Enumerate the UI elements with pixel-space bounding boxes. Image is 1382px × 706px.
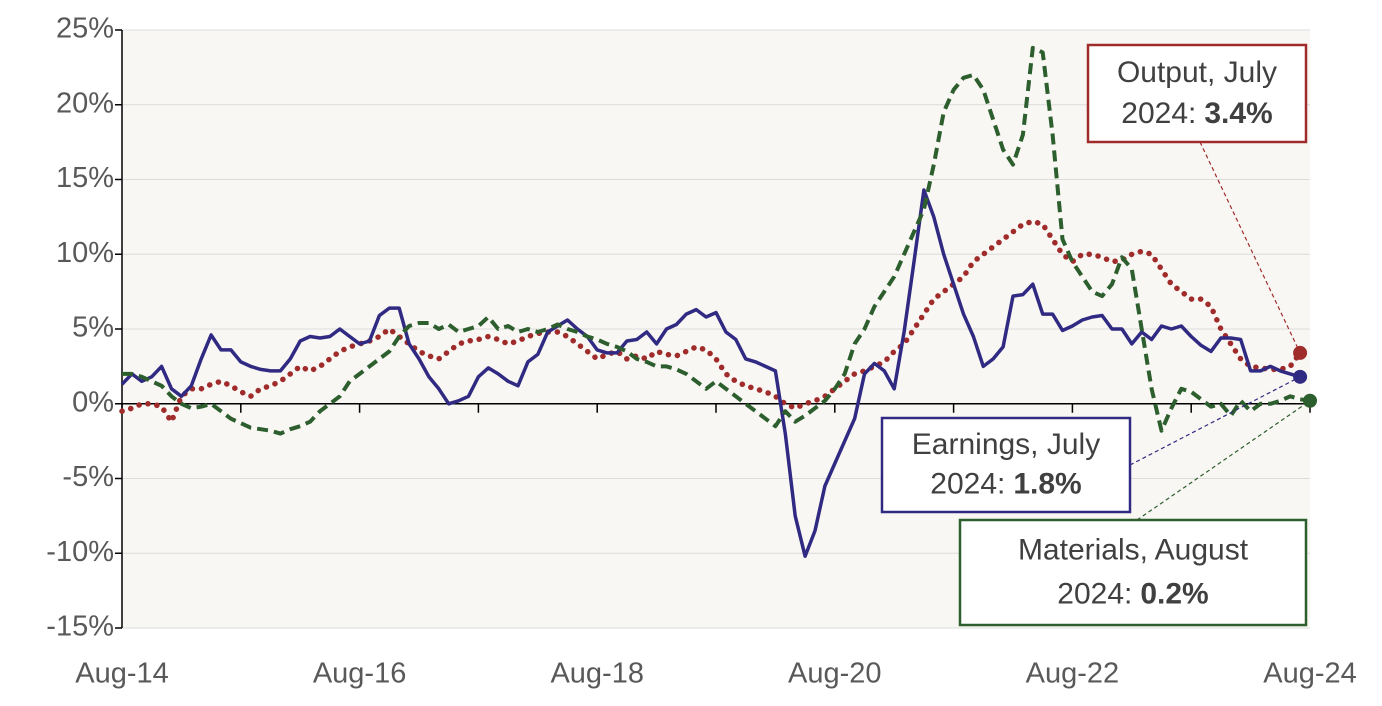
annotation-text: 2024:: [1057, 578, 1132, 611]
data-label: 3.4%: [1204, 97, 1272, 130]
annotation-text: 2024:: [930, 468, 1005, 501]
annotation-text: 2024: 1.8%: [930, 468, 1081, 501]
annotation-box: [958, 518, 1308, 627]
annotation-text: Earnings, July: [912, 428, 1100, 461]
end-marker: [1293, 345, 1308, 360]
annotation-text: Output, July: [1117, 56, 1277, 89]
y-tick-label: 25%: [56, 13, 114, 45]
x-tick-label: Aug-20: [788, 658, 882, 690]
annotation-text: 2024: 0.2%: [1057, 578, 1208, 611]
annotation-text: 2024:: [1121, 97, 1196, 130]
series-line: [122, 45, 1311, 436]
series-line: [119, 218, 1303, 425]
y-tick-label: 15%: [56, 162, 114, 194]
data-label: 1.8%: [1013, 468, 1081, 501]
annotation-text: Materials, August: [1018, 533, 1249, 566]
x-tick-label: Aug-22: [1026, 658, 1120, 690]
y-tick-label: -5%: [62, 461, 114, 493]
y-tick-label: 0%: [72, 386, 114, 418]
end-marker: [1293, 369, 1308, 384]
y-tick-label: -10%: [46, 536, 114, 568]
annotation-box: [1086, 43, 1308, 144]
y-tick-label: 10%: [56, 237, 114, 269]
data-label: 0.2%: [1140, 578, 1208, 611]
x-tick-label: Aug-18: [550, 658, 644, 690]
x-tick-label: Aug-16: [313, 658, 407, 690]
end-marker: [1303, 393, 1317, 408]
annotation-box: [880, 416, 1132, 514]
y-tick-label: 5%: [72, 312, 114, 344]
leader-line: [1199, 141, 1301, 354]
leader-line: [1136, 400, 1311, 521]
x-tick-label: Aug-24: [1263, 658, 1357, 690]
leader-line: [1129, 376, 1301, 466]
series-line: [120, 188, 1301, 558]
y-tick-label: -15%: [46, 611, 114, 643]
x-tick-label: Aug-14: [75, 658, 169, 690]
annotation-text: 2024: 3.4%: [1121, 97, 1272, 130]
y-tick-label: 20%: [56, 87, 114, 119]
